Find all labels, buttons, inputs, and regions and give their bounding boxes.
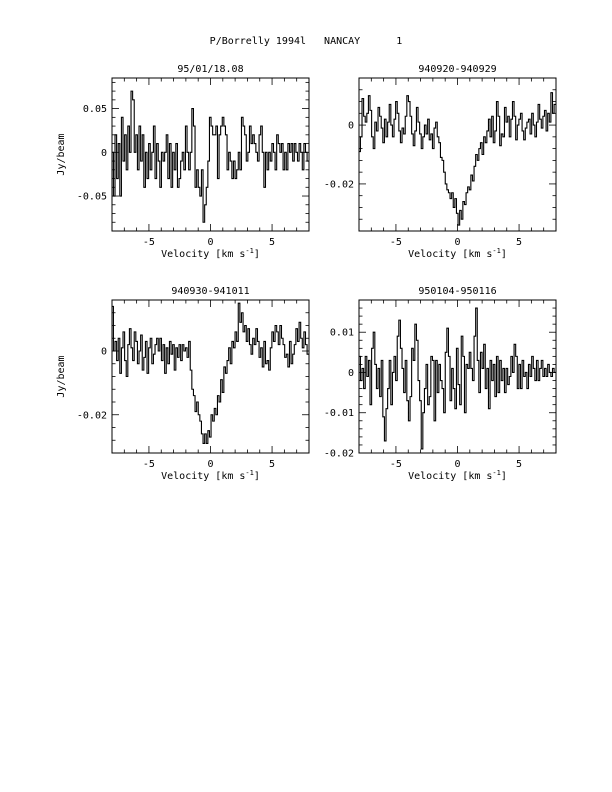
chart-3-y-axis-label: Jy/beam [56, 355, 67, 397]
chart-1-xtick-label: -5 [143, 237, 155, 248]
chart-2-ytick-label: 0 [348, 121, 354, 132]
chart-4-title: 950104-950116 [418, 286, 496, 297]
chart-2-panel: -5 0 5 -0.02 0 940920-940929 Velocity [km s-1] [324, 64, 557, 260]
chart-1-y-axis-label: Jy/beam [56, 133, 67, 175]
chart-2-x-axis-label: Velocity [km s-1] [408, 247, 507, 260]
chart-1-xtick-label: 0 [207, 237, 213, 248]
chart-1-title: 95/01/18.08 [177, 64, 243, 75]
chart-1-frame [111, 77, 310, 232]
chart-3-xtick-label: -5 [143, 459, 155, 470]
chart-1-ytick-label: 0.05 [83, 104, 107, 115]
chart-3-xtick-label: 0 [207, 459, 213, 470]
chart-3-ytick-label: -0.02 [77, 410, 107, 421]
chart-2-xtick-label: 5 [516, 237, 522, 248]
chart-1-x-axis-label: Velocity [km s-1] [161, 247, 260, 260]
chart-1-spectrum-series [112, 90, 309, 223]
chart-4-panel: -5 0 5 -0.02 -0.01 0 0.01 950104-950116 Velocity… [324, 286, 557, 482]
chart-2-spectrum-series [359, 92, 556, 226]
chart-3-spectrum-series [112, 302, 309, 444]
chart-4-xtick-label: 0 [454, 459, 460, 470]
chart-2-title: 940920-940929 [418, 64, 496, 75]
chart-4-ytick-label: 0 [348, 368, 354, 379]
chart-3-xtick-label: 5 [269, 459, 275, 470]
chart-4-ytick-label: 0.01 [330, 328, 354, 339]
chart-3-ytick-label: 0 [101, 347, 107, 358]
chart-1-ytick-label: -0.05 [77, 192, 107, 203]
chart-4-xtick-label: -5 [390, 459, 402, 470]
chart-2-xtick-label: 0 [454, 237, 460, 248]
chart-4-xtick-label: 5 [516, 459, 522, 470]
chart-2-xtick-label: -5 [390, 237, 402, 248]
page-title: P/Borrelly 1994l NANCAY 1 [209, 36, 403, 47]
chart-2-ytick-label: -0.02 [324, 179, 354, 190]
chart-2-frame [358, 77, 557, 232]
chart-4-ytick-label: -0.01 [324, 408, 354, 419]
chart-4-x-axis-label: Velocity [km s-1] [408, 469, 507, 482]
chart-1-panel: -5 0 5 -0.05 0 0.05 95/01/18.08 Velocity [km s-… [56, 64, 310, 260]
chart-3-panel: -5 0 5 -0.02 0 940930-941011 Velocity [km s-1]… [56, 286, 310, 482]
chart-3-x-axis-label: Velocity [km s-1] [161, 469, 260, 482]
chart-4-ytick-label: -0.02 [324, 449, 354, 460]
chart-3-frame [111, 299, 310, 454]
chart-1-ytick-label: 0 [101, 148, 107, 159]
chart-3-title: 940930-941011 [171, 286, 249, 297]
chart-1-xtick-label: 5 [269, 237, 275, 248]
chart-4-spectrum-series [359, 307, 556, 450]
